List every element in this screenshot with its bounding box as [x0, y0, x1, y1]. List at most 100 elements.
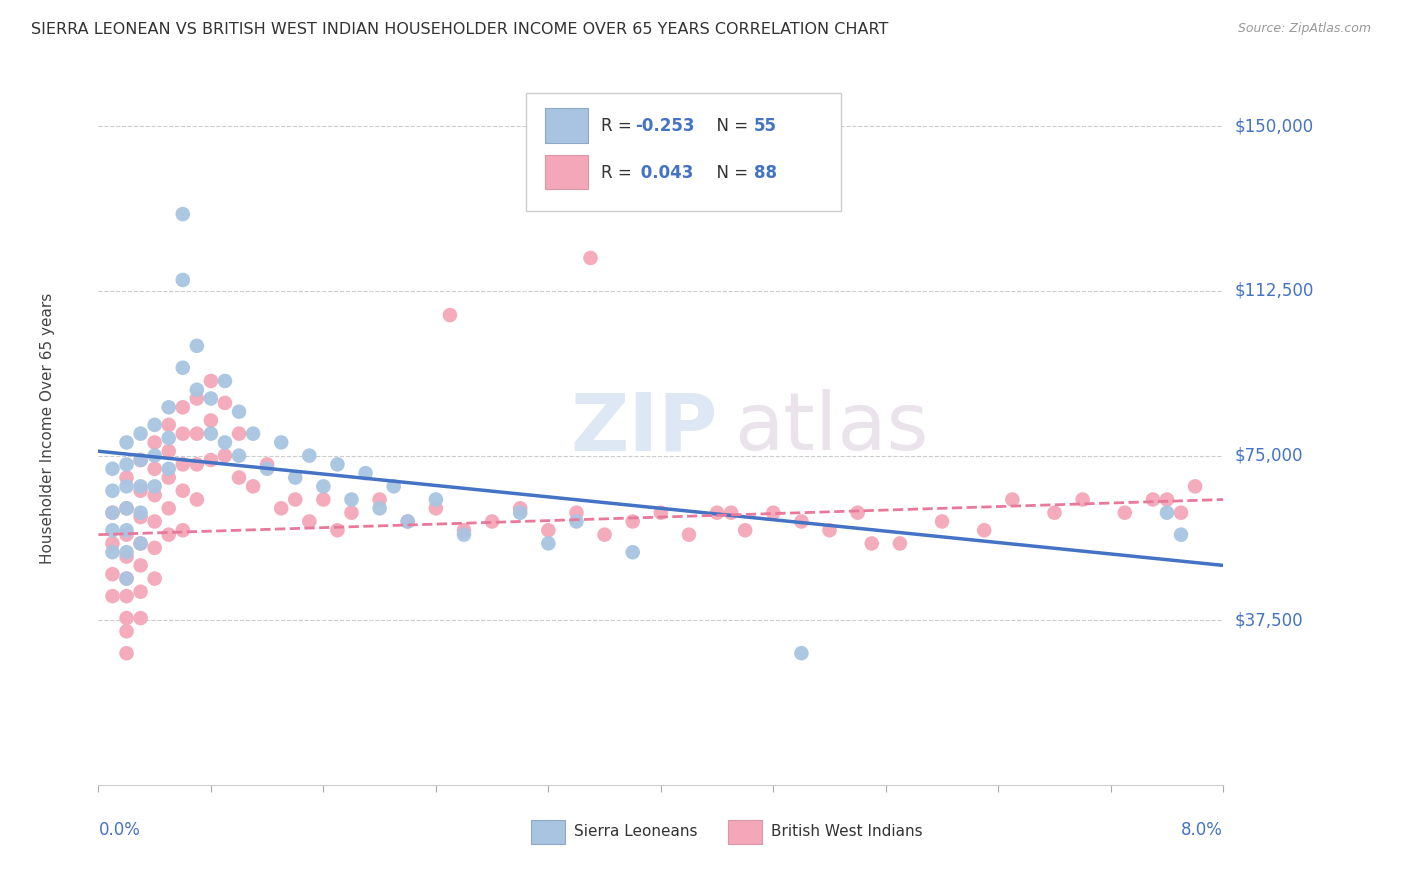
Point [326, 523, 349, 537]
Point [453, 523, 475, 537]
Point [312, 492, 335, 507]
FancyBboxPatch shape [546, 155, 588, 189]
Point [931, 515, 953, 529]
Point [256, 462, 278, 476]
Text: N =: N = [706, 118, 754, 136]
Point [1043, 506, 1066, 520]
Point [368, 492, 391, 507]
Point [650, 506, 672, 520]
Text: R =: R = [602, 164, 637, 182]
Point [200, 374, 222, 388]
Point [326, 458, 349, 472]
Point [129, 510, 152, 524]
Point [720, 506, 742, 520]
Point [621, 545, 644, 559]
Point [1184, 479, 1206, 493]
Point [593, 527, 616, 541]
Point [354, 466, 377, 480]
Point [172, 401, 194, 415]
Point [537, 523, 560, 537]
Point [453, 527, 475, 541]
FancyBboxPatch shape [531, 820, 565, 844]
Point [214, 374, 236, 388]
Point [1170, 506, 1192, 520]
Text: 0.043: 0.043 [636, 164, 693, 182]
Point [889, 536, 911, 550]
Point [1156, 506, 1178, 520]
Point [115, 523, 138, 537]
Point [579, 251, 602, 265]
Point [172, 273, 194, 287]
Point [172, 458, 194, 472]
Text: R =: R = [602, 118, 637, 136]
Point [439, 308, 461, 322]
Point [340, 506, 363, 520]
Point [396, 515, 419, 529]
Point [186, 458, 208, 472]
Point [818, 523, 841, 537]
Point [129, 426, 152, 441]
Point [565, 506, 588, 520]
Text: 88: 88 [754, 164, 778, 182]
Point [382, 479, 405, 493]
Text: 8.0%: 8.0% [1181, 821, 1223, 838]
Text: 0.0%: 0.0% [98, 821, 141, 838]
Point [368, 501, 391, 516]
Point [115, 501, 138, 516]
Point [509, 506, 531, 520]
Text: 55: 55 [754, 118, 778, 136]
Point [312, 479, 335, 493]
Point [115, 572, 138, 586]
Point [115, 527, 138, 541]
Point [481, 515, 503, 529]
Point [129, 536, 152, 550]
Point [621, 515, 644, 529]
Point [157, 417, 180, 432]
Point [101, 589, 124, 603]
Text: ZIP: ZIP [571, 389, 718, 467]
Point [284, 492, 307, 507]
Point [115, 458, 138, 472]
Point [425, 501, 447, 516]
Point [143, 479, 166, 493]
Text: $112,500: $112,500 [1234, 282, 1313, 300]
Point [101, 483, 124, 498]
Point [157, 462, 180, 476]
Point [157, 470, 180, 484]
Point [172, 360, 194, 375]
Point [143, 435, 166, 450]
Point [284, 470, 307, 484]
FancyBboxPatch shape [546, 109, 588, 143]
Point [115, 549, 138, 564]
Point [1142, 492, 1164, 507]
Point [115, 624, 138, 639]
Point [129, 453, 152, 467]
Point [129, 611, 152, 625]
Point [790, 515, 813, 529]
Point [1156, 492, 1178, 507]
Point [200, 453, 222, 467]
Point [157, 444, 180, 458]
Point [129, 479, 152, 493]
Text: SIERRA LEONEAN VS BRITISH WEST INDIAN HOUSEHOLDER INCOME OVER 65 YEARS CORRELATI: SIERRA LEONEAN VS BRITISH WEST INDIAN HO… [31, 22, 889, 37]
Point [129, 536, 152, 550]
Point [157, 501, 180, 516]
Text: N =: N = [706, 164, 754, 182]
Point [200, 392, 222, 406]
Point [172, 426, 194, 441]
Point [101, 506, 124, 520]
Point [186, 492, 208, 507]
Point [186, 383, 208, 397]
Text: $37,500: $37,500 [1234, 611, 1303, 629]
Text: Householder Income Over 65 years: Householder Income Over 65 years [41, 293, 55, 564]
Point [143, 417, 166, 432]
Point [129, 453, 152, 467]
Point [115, 572, 138, 586]
Point [101, 545, 124, 559]
Point [228, 449, 250, 463]
Point [734, 523, 756, 537]
Point [200, 413, 222, 427]
Point [790, 646, 813, 660]
Point [256, 458, 278, 472]
Point [396, 515, 419, 529]
